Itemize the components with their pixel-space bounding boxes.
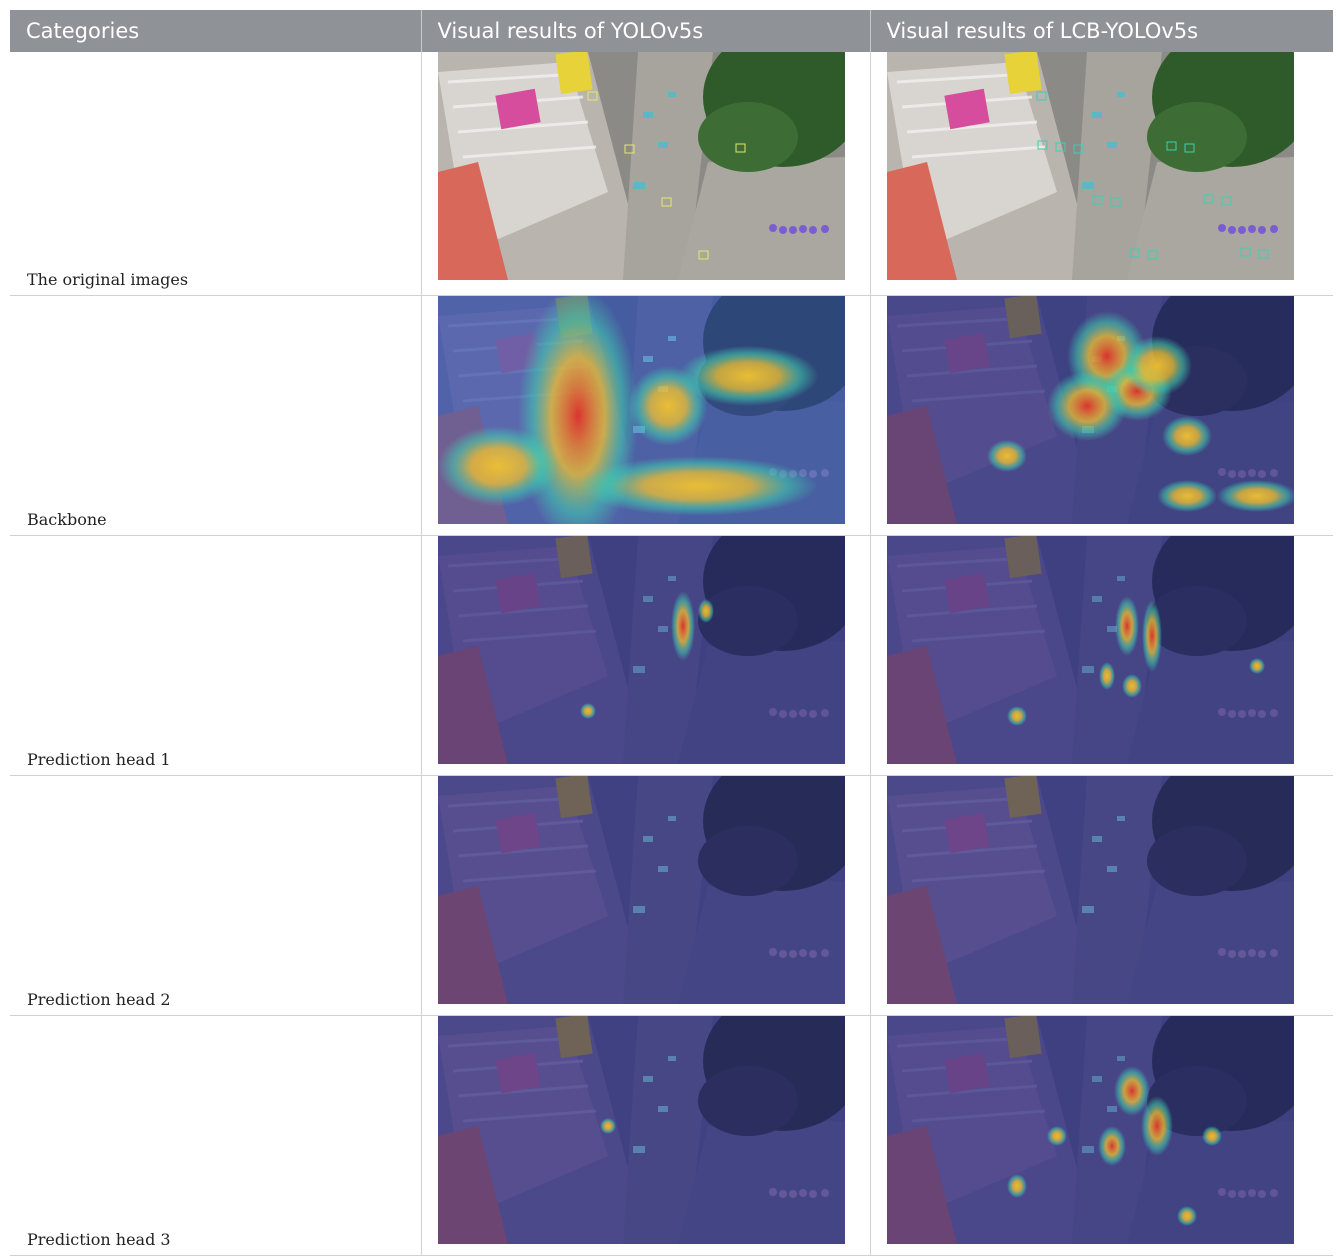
heatmap-head2-yolov5s: [437, 775, 845, 1004]
scene-graphic: [437, 1015, 845, 1244]
image-cell: [870, 1015, 1333, 1256]
scene-graphic: [437, 295, 845, 524]
header-categories: Categories: [10, 10, 422, 52]
row-label-head1: Prediction head 1: [10, 535, 422, 776]
heatmap-backbone-yolov5s: [437, 295, 845, 524]
scene-graphic: [886, 1015, 1294, 1244]
heatmap-head1-yolov5s: [437, 535, 845, 764]
image-cell: [870, 775, 1333, 1016]
image-cell: [870, 295, 1333, 536]
scene-graphic: [437, 775, 845, 1004]
image-cell: [421, 295, 871, 536]
header-lcb-yolov5s: Visual results of LCB-YOLOv5s: [886, 19, 1199, 43]
image-cell: [421, 1015, 871, 1256]
row-label-backbone: Backbone: [10, 295, 422, 536]
image-cell: [870, 52, 1333, 296]
table-row: Prediction head 3: [10, 1015, 1333, 1256]
table-row: The original images: [10, 52, 1333, 296]
image-cell: [870, 535, 1333, 776]
table-row: Prediction head 1: [10, 535, 1333, 776]
row-label-head3: Prediction head 3: [10, 1015, 422, 1256]
image-cell: [421, 535, 871, 776]
heatmap-head1-lcb-yolov5s: [886, 535, 1294, 764]
header-row: Categories Visual results of YOLOv5s Vis…: [10, 10, 1333, 52]
table-row: Backbone: [10, 295, 1333, 536]
heatmap-head3-yolov5s: [437, 1015, 845, 1244]
row-label-original: The original images: [10, 52, 422, 296]
heatmap-head2-lcb-yolov5s: [886, 775, 1294, 1004]
original-image-yolov5s: [437, 52, 845, 280]
scene-graphic: [437, 535, 845, 764]
scene-graphic: [886, 295, 1294, 524]
image-cell: [421, 52, 871, 296]
header-yolov5s: Visual results of YOLOv5s: [421, 10, 871, 52]
heatmap-backbone-lcb-yolov5s: [886, 295, 1294, 524]
scene-graphic: [886, 775, 1294, 1004]
scene-graphic: [886, 535, 1294, 764]
image-cell: [421, 775, 871, 1016]
scene-graphic: [437, 52, 845, 280]
heatmap-head3-lcb-yolov5s: [886, 1015, 1294, 1244]
original-image-lcb-yolov5s: [886, 52, 1294, 280]
results-table: Categories Visual results of YOLOv5s Vis…: [10, 10, 1333, 1256]
row-label-head2: Prediction head 2: [10, 775, 422, 1016]
table-row: Prediction head 2: [10, 775, 1333, 1016]
scene-graphic: [886, 52, 1294, 280]
